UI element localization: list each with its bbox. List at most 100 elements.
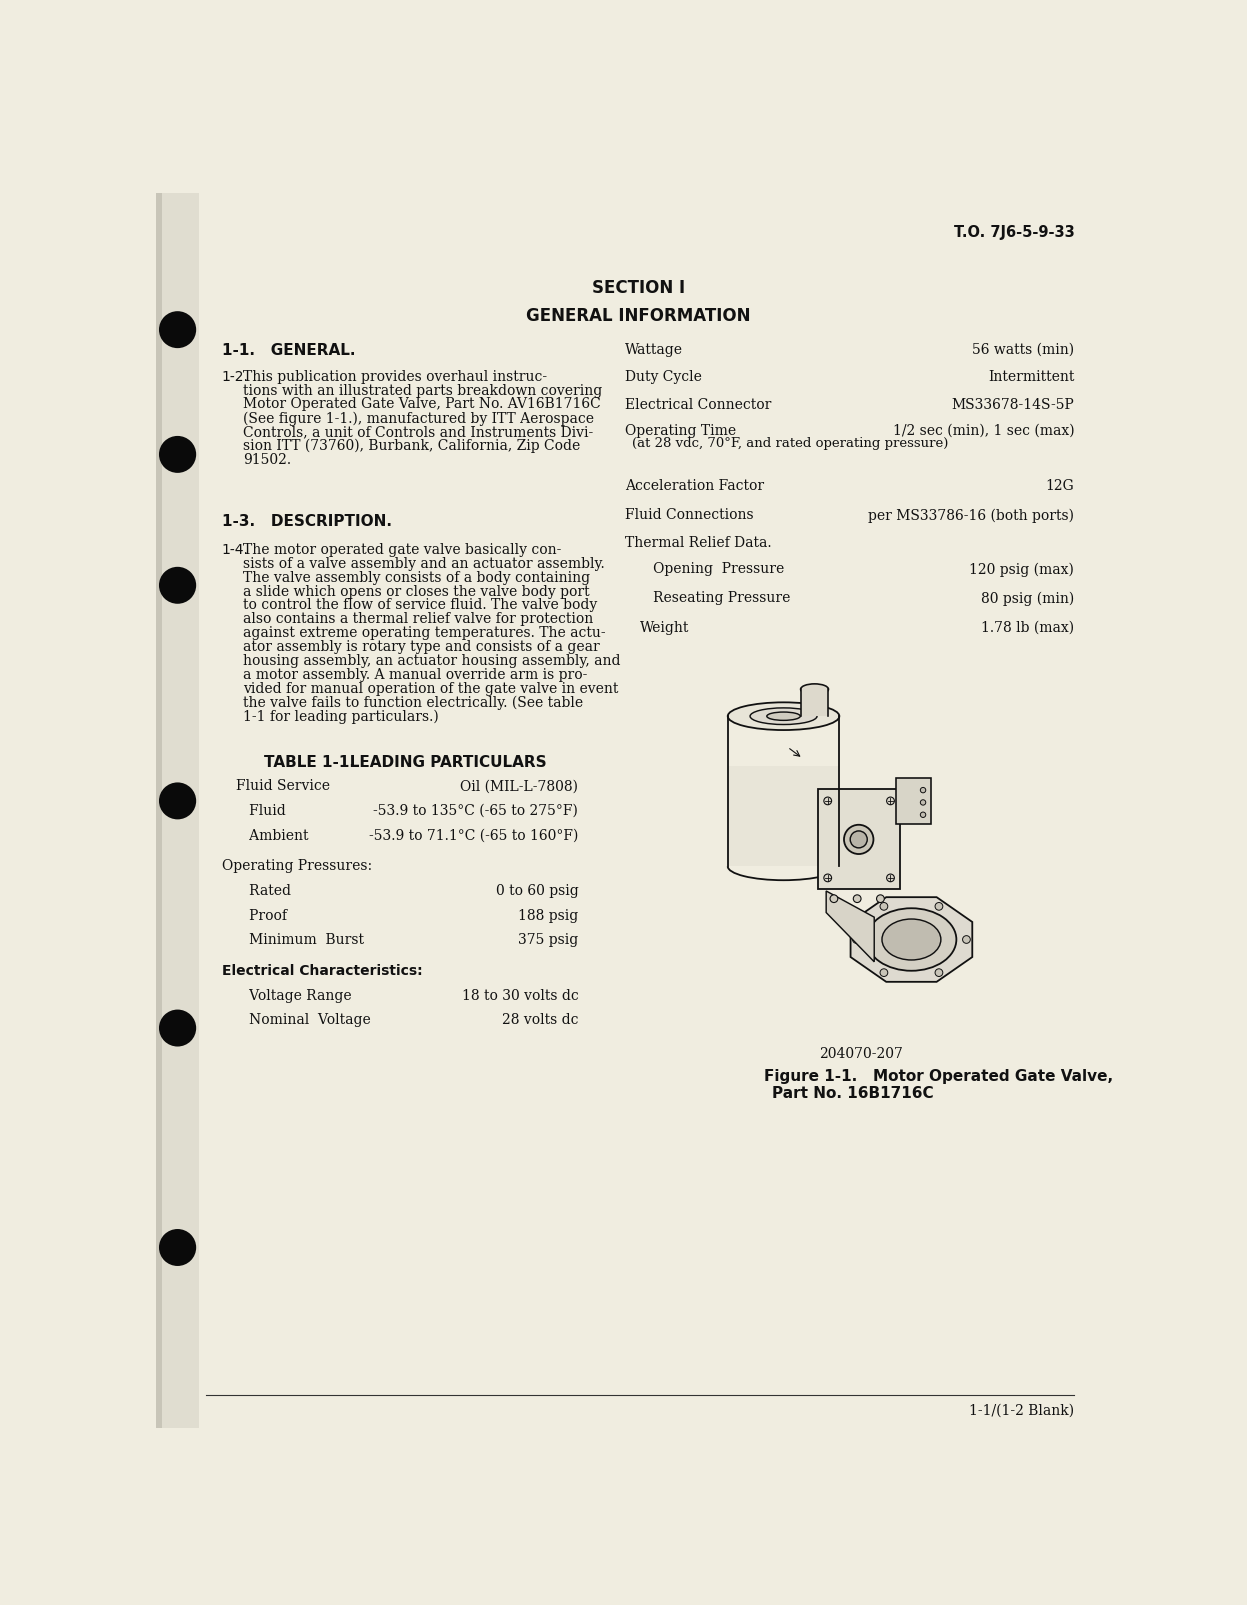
- Circle shape: [880, 969, 888, 976]
- Text: to control the flow of service fluid. The valve body: to control the flow of service fluid. Th…: [243, 599, 597, 613]
- Circle shape: [158, 1010, 196, 1046]
- Circle shape: [887, 798, 894, 804]
- Text: Ambient: Ambient: [236, 828, 308, 843]
- Text: 91502.: 91502.: [243, 453, 292, 467]
- Text: Reseating Pressure: Reseating Pressure: [640, 592, 791, 605]
- Text: Proof: Proof: [236, 908, 287, 923]
- Text: Fluid Connections: Fluid Connections: [625, 509, 753, 522]
- Text: SECTION I: SECTION I: [592, 279, 686, 297]
- Text: housing assembly, an actuator housing assembly, and: housing assembly, an actuator housing as…: [243, 653, 621, 668]
- Text: sion ITT (73760), Burbank, California, Zip Code: sion ITT (73760), Burbank, California, Z…: [243, 440, 581, 453]
- Circle shape: [158, 311, 196, 348]
- Text: -53.9 to 71.1°C (-65 to 160°F): -53.9 to 71.1°C (-65 to 160°F): [369, 828, 579, 843]
- Text: Opening  Pressure: Opening Pressure: [640, 562, 784, 576]
- Circle shape: [158, 1229, 196, 1266]
- Circle shape: [887, 875, 894, 881]
- Bar: [156, 193, 198, 1428]
- Text: Part No. 16B1716C: Part No. 16B1716C: [772, 1087, 934, 1101]
- Text: Intermittent: Intermittent: [988, 371, 1074, 385]
- Circle shape: [920, 799, 925, 806]
- Text: 28 volts dc: 28 volts dc: [501, 1013, 579, 1027]
- Text: 188 psig: 188 psig: [518, 908, 579, 923]
- Text: 1-1/(1-2 Blank): 1-1/(1-2 Blank): [969, 1404, 1074, 1417]
- Text: Fluid: Fluid: [236, 804, 286, 819]
- Ellipse shape: [749, 708, 817, 724]
- Text: against extreme operating temperatures. The actu-: against extreme operating temperatures. …: [243, 626, 606, 640]
- Text: ator assembly is rotary type and consists of a gear: ator assembly is rotary type and consist…: [243, 640, 600, 653]
- Text: 1-3.   DESCRIPTION.: 1-3. DESCRIPTION.: [222, 515, 392, 530]
- Text: (See figure 1-1.), manufactured by ITT Aerospace: (See figure 1-1.), manufactured by ITT A…: [243, 411, 595, 425]
- Text: 1.78 lb (max): 1.78 lb (max): [981, 621, 1074, 634]
- Circle shape: [158, 782, 196, 820]
- Text: 1-1.   GENERAL.: 1-1. GENERAL.: [222, 343, 355, 358]
- Text: Electrical Characteristics:: Electrical Characteristics:: [222, 965, 423, 977]
- Text: GENERAL INFORMATION: GENERAL INFORMATION: [526, 307, 751, 324]
- Ellipse shape: [767, 713, 801, 721]
- Text: a slide which opens or closes the valve body port: a slide which opens or closes the valve …: [243, 584, 590, 599]
- Text: This publication provides overhaul instruc-: This publication provides overhaul instr…: [243, 369, 547, 384]
- Text: T.O. 7J6-5-9-33: T.O. 7J6-5-9-33: [954, 225, 1074, 239]
- Text: 120 psig (max): 120 psig (max): [969, 562, 1074, 576]
- Ellipse shape: [728, 703, 839, 730]
- Text: Operating Time: Operating Time: [625, 424, 736, 438]
- Ellipse shape: [867, 908, 956, 971]
- Text: 1/2 sec (min), 1 sec (max): 1/2 sec (min), 1 sec (max): [893, 424, 1074, 438]
- Text: Motor Operated Gate Valve, Part No. AV16B1716C: Motor Operated Gate Valve, Part No. AV16…: [243, 398, 601, 411]
- Circle shape: [880, 902, 888, 910]
- Ellipse shape: [844, 825, 873, 854]
- Bar: [818, 790, 900, 889]
- Text: Nominal  Voltage: Nominal Voltage: [236, 1013, 370, 1027]
- Text: Fluid Service: Fluid Service: [236, 780, 329, 793]
- Text: 0 to 60 psig: 0 to 60 psig: [495, 884, 579, 899]
- Text: 12G: 12G: [1045, 478, 1074, 493]
- Circle shape: [158, 437, 196, 473]
- Circle shape: [877, 896, 884, 902]
- Text: Acceleration Factor: Acceleration Factor: [625, 478, 764, 493]
- Text: Electrical Connector: Electrical Connector: [625, 398, 771, 412]
- Text: The valve assembly consists of a body containing: The valve assembly consists of a body co…: [243, 571, 591, 584]
- Text: LEADING PARTICULARS: LEADING PARTICULARS: [334, 754, 546, 770]
- Text: Rated: Rated: [236, 884, 291, 899]
- Text: Oil (MIL-L-7808): Oil (MIL-L-7808): [460, 780, 579, 793]
- Circle shape: [158, 567, 196, 603]
- Circle shape: [853, 896, 860, 902]
- Text: 18 to 30 volts dc: 18 to 30 volts dc: [461, 989, 579, 1003]
- Bar: [895, 778, 930, 823]
- Text: the valve fails to function electrically. (See table: the valve fails to function electrically…: [243, 695, 584, 709]
- Text: Controls, a unit of Controls and Instruments Divi-: Controls, a unit of Controls and Instrum…: [243, 425, 594, 440]
- Text: 80 psig (min): 80 psig (min): [981, 592, 1074, 605]
- Bar: [728, 766, 839, 867]
- Ellipse shape: [882, 920, 941, 960]
- Text: TABLE 1-1.: TABLE 1-1.: [264, 754, 355, 770]
- Text: vided for manual operation of the gate valve in event: vided for manual operation of the gate v…: [243, 682, 619, 695]
- Circle shape: [935, 902, 943, 910]
- Circle shape: [831, 896, 838, 902]
- Ellipse shape: [850, 831, 867, 847]
- Bar: [156, 193, 162, 1428]
- Text: Operating Pressures:: Operating Pressures:: [222, 859, 372, 873]
- Text: (at 28 vdc, 70°F, and rated operating pressure): (at 28 vdc, 70°F, and rated operating pr…: [632, 438, 949, 451]
- Text: Minimum  Burst: Minimum Burst: [236, 934, 364, 947]
- Text: -53.9 to 135°C (-65 to 275°F): -53.9 to 135°C (-65 to 275°F): [373, 804, 579, 819]
- Text: 1-4.: 1-4.: [222, 542, 248, 557]
- Text: MS33678-14S-5P: MS33678-14S-5P: [951, 398, 1074, 412]
- Text: Wattage: Wattage: [625, 343, 683, 356]
- Text: 204070-207: 204070-207: [819, 1048, 903, 1061]
- Circle shape: [935, 969, 943, 976]
- Text: Figure 1-1.   Motor Operated Gate Valve,: Figure 1-1. Motor Operated Gate Valve,: [764, 1069, 1114, 1083]
- Text: The motor operated gate valve basically con-: The motor operated gate valve basically …: [243, 542, 562, 557]
- Circle shape: [853, 936, 860, 944]
- Text: Thermal Relief Data.: Thermal Relief Data.: [625, 536, 772, 551]
- Text: sists of a valve assembly and an actuator assembly.: sists of a valve assembly and an actuato…: [243, 557, 605, 571]
- Bar: [801, 689, 828, 716]
- Text: 1-1 for leading particulars.): 1-1 for leading particulars.): [243, 709, 439, 724]
- Polygon shape: [827, 891, 874, 961]
- Circle shape: [963, 936, 970, 944]
- Text: per MS33786-16 (both ports): per MS33786-16 (both ports): [868, 509, 1074, 523]
- Text: Duty Cycle: Duty Cycle: [625, 371, 702, 385]
- Circle shape: [920, 812, 925, 817]
- Text: also contains a thermal relief valve for protection: also contains a thermal relief valve for…: [243, 612, 594, 626]
- Text: 56 watts (min): 56 watts (min): [973, 343, 1074, 356]
- Ellipse shape: [801, 684, 828, 695]
- Circle shape: [824, 798, 832, 804]
